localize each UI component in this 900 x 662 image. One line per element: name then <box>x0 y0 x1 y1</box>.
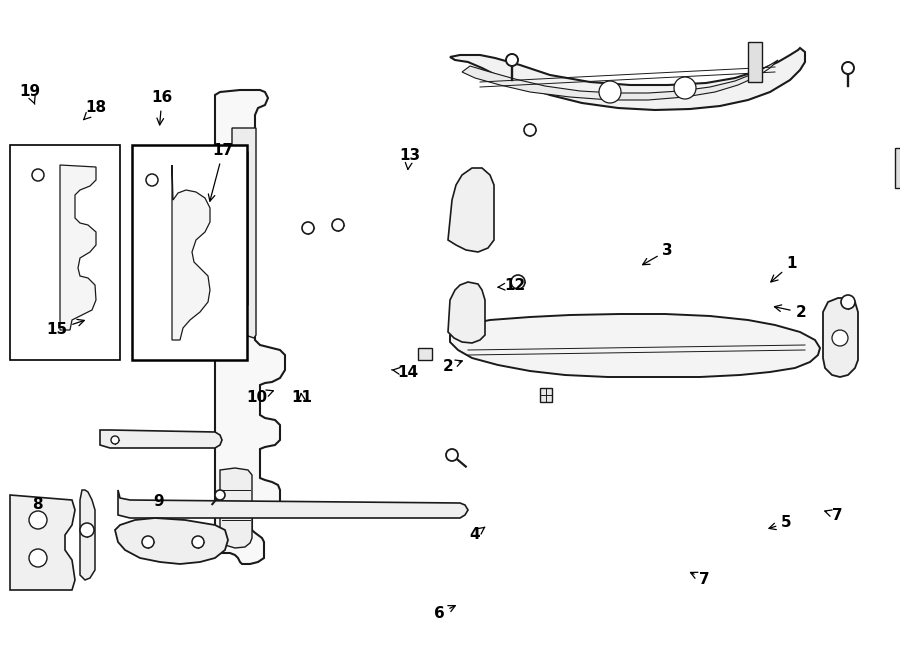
Circle shape <box>599 81 621 103</box>
Polygon shape <box>115 518 228 564</box>
Circle shape <box>511 275 525 289</box>
Polygon shape <box>60 165 96 330</box>
Polygon shape <box>450 48 805 110</box>
Text: 14: 14 <box>392 365 418 379</box>
Polygon shape <box>220 468 252 548</box>
Polygon shape <box>540 388 552 402</box>
Polygon shape <box>895 148 900 188</box>
Circle shape <box>215 490 225 500</box>
Polygon shape <box>448 168 494 252</box>
Text: 4: 4 <box>469 527 485 542</box>
Text: 18: 18 <box>84 100 107 120</box>
Polygon shape <box>118 490 468 518</box>
Polygon shape <box>172 165 210 340</box>
Polygon shape <box>448 282 485 343</box>
Text: 2: 2 <box>443 359 463 373</box>
Text: 3: 3 <box>643 243 673 265</box>
Text: 7: 7 <box>824 508 842 522</box>
Polygon shape <box>238 152 248 308</box>
Text: 8: 8 <box>32 497 43 512</box>
Text: 1: 1 <box>770 256 797 282</box>
Bar <box>10 145 120 360</box>
Text: 13: 13 <box>399 148 420 169</box>
Circle shape <box>832 330 848 346</box>
Circle shape <box>674 77 696 99</box>
Text: 7: 7 <box>690 572 710 587</box>
Circle shape <box>29 549 47 567</box>
Text: 17: 17 <box>209 144 234 201</box>
Text: 16: 16 <box>151 91 173 125</box>
Circle shape <box>80 523 94 537</box>
Text: 6: 6 <box>434 606 455 621</box>
Circle shape <box>29 511 47 529</box>
Circle shape <box>841 295 855 309</box>
Circle shape <box>506 54 518 66</box>
Text: 11: 11 <box>291 390 312 404</box>
Circle shape <box>332 219 344 231</box>
Circle shape <box>111 436 119 444</box>
Text: 19: 19 <box>19 84 40 104</box>
Text: 12: 12 <box>498 279 526 293</box>
Text: 2: 2 <box>775 305 806 320</box>
Circle shape <box>32 169 44 181</box>
Polygon shape <box>450 314 820 377</box>
Polygon shape <box>10 495 75 590</box>
Polygon shape <box>462 60 778 100</box>
Bar <box>132 145 247 360</box>
Circle shape <box>146 174 158 186</box>
Text: 5: 5 <box>769 516 792 530</box>
Polygon shape <box>100 430 222 448</box>
Text: 10: 10 <box>246 390 274 404</box>
Text: 15: 15 <box>46 319 85 337</box>
Polygon shape <box>232 128 256 338</box>
Circle shape <box>142 536 154 548</box>
Polygon shape <box>748 42 762 82</box>
Polygon shape <box>215 90 285 564</box>
Circle shape <box>524 124 536 136</box>
Polygon shape <box>80 490 95 580</box>
Circle shape <box>302 222 314 234</box>
Circle shape <box>446 449 458 461</box>
Circle shape <box>192 536 204 548</box>
Polygon shape <box>823 298 858 377</box>
Circle shape <box>842 62 854 74</box>
Polygon shape <box>418 348 432 360</box>
Text: 9: 9 <box>153 495 164 509</box>
